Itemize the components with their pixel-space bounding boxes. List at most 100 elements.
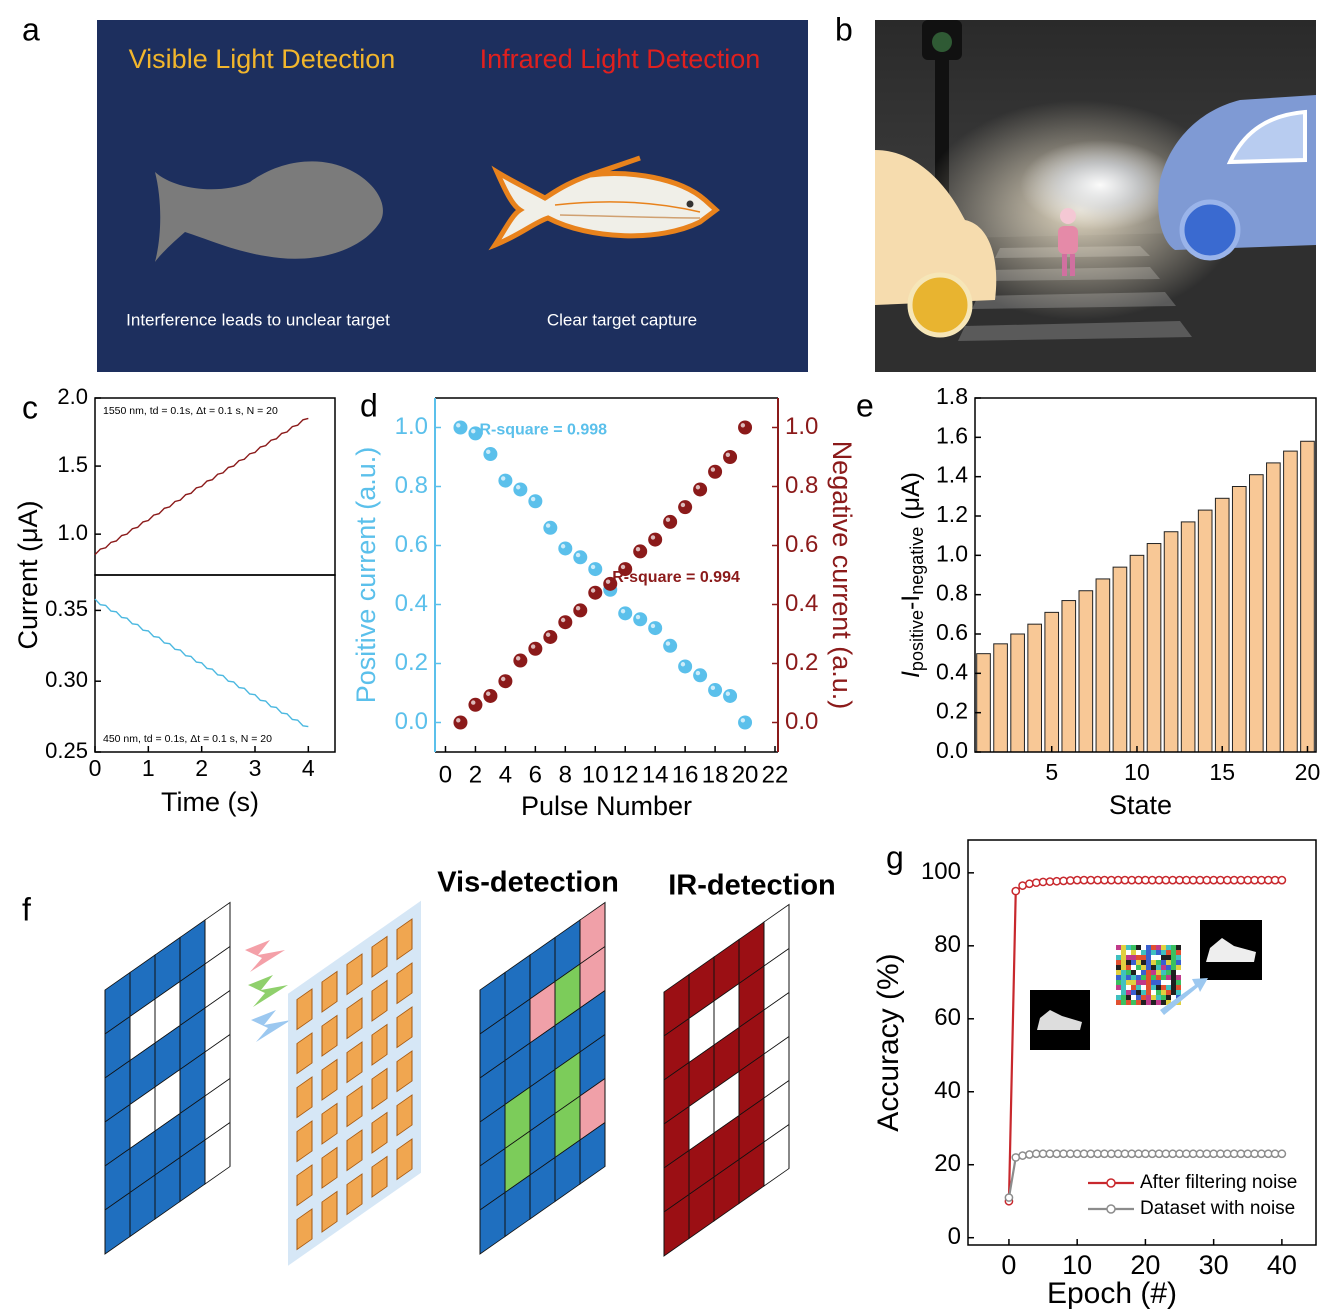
point-highlight (591, 588, 595, 592)
noise-pixel (1141, 995, 1146, 1000)
noise-pixel (1151, 980, 1156, 985)
point-highlight (621, 609, 625, 613)
y-tick-label: 0 (948, 1223, 961, 1250)
bar (1250, 475, 1264, 752)
noise-pixel (1116, 985, 1121, 990)
noise-pixel (1166, 945, 1171, 950)
y-tick-label: 0.30 (45, 667, 88, 692)
legend-marker (1107, 1205, 1115, 1213)
noise-pixel (1121, 995, 1126, 1000)
light-bolts (245, 940, 291, 1042)
noise-pixel (1136, 965, 1141, 970)
panel-a-title: Infrared Light Detection (480, 44, 761, 74)
legend-label: Dataset with noise (1140, 1198, 1295, 1219)
noise-pixel (1151, 970, 1156, 975)
point (483, 447, 497, 461)
y-axis-label-part: negative (907, 527, 927, 595)
noise-pixel (1121, 980, 1126, 985)
noise-pixel (1161, 975, 1166, 980)
x-tick-label: 20 (1130, 1250, 1160, 1280)
noise-pixel (1161, 955, 1166, 960)
noise-pixel (1151, 985, 1156, 990)
noise-pixel (1141, 970, 1146, 975)
noise-pixel (1126, 955, 1131, 960)
y-tick-label: 0.6 (936, 619, 968, 645)
point-highlight (636, 547, 640, 551)
noise-pixel (1141, 950, 1146, 955)
bar (1045, 612, 1059, 752)
noise-pixel (1121, 990, 1126, 995)
bar (1028, 624, 1042, 752)
noise-pixel (1171, 980, 1176, 985)
y-axis-label: Positive current (a.u.) (351, 447, 381, 704)
point-highlight (501, 677, 505, 681)
y-tick-label: 0.8 (785, 472, 818, 499)
point (573, 603, 587, 617)
x-tick-label: 12 (612, 761, 639, 788)
noise-pixel (1131, 980, 1136, 985)
noise-pixel (1116, 945, 1121, 950)
point (708, 465, 722, 479)
point-highlight (711, 686, 715, 690)
y-tick-label: 1.0 (785, 413, 818, 440)
point-highlight (456, 718, 460, 722)
noise-pixel (1131, 970, 1136, 975)
noise-pixel (1121, 975, 1126, 980)
child-leg (1062, 254, 1067, 276)
page: { "panel_labels": ["a", "b", "c", "d", "… (0, 0, 1320, 1312)
noise-pixel (1171, 955, 1176, 960)
noise-pixel (1126, 1000, 1131, 1005)
noise-pixel (1156, 975, 1161, 980)
noise-pixel (1176, 980, 1181, 985)
noise-pixel (1176, 990, 1181, 995)
noise-pixel (1151, 960, 1156, 965)
point (678, 500, 692, 514)
point (648, 533, 662, 547)
point (453, 716, 467, 730)
noise-pixel (1131, 960, 1136, 965)
y-tick-label: 1.0 (936, 540, 968, 566)
noise-pixel (1131, 950, 1136, 955)
noise-pixel (1166, 955, 1171, 960)
headlight-glow (1020, 140, 1180, 230)
noise-pixel (1116, 995, 1121, 1000)
point (513, 482, 527, 496)
point (1278, 1150, 1285, 1157)
point-highlight (546, 523, 550, 527)
y-axis-label-part: positive (907, 610, 927, 671)
x-tick-label: 0 (439, 761, 452, 788)
panel-label: f (22, 891, 31, 927)
point (738, 716, 752, 730)
point-highlight (696, 485, 700, 489)
y-axis-label: Current (μA) (13, 500, 43, 649)
bar (1079, 591, 1093, 752)
point-highlight (666, 641, 670, 645)
noise-pixel (1151, 995, 1156, 1000)
y-tick-label: 0.2 (785, 649, 818, 676)
x-axis-label: Epoch (#) (1047, 1277, 1177, 1310)
legend-marker (1107, 1179, 1115, 1187)
noise-pixel (1141, 980, 1146, 985)
point (1012, 1154, 1019, 1161)
x-tick-label: 20 (732, 761, 759, 788)
point (528, 494, 542, 508)
point (483, 689, 497, 703)
noise-pixel (1121, 1000, 1126, 1005)
point (723, 689, 737, 703)
noise-pixel (1136, 945, 1141, 950)
y-axis-label-part: I (897, 671, 925, 678)
noise-pixel (1121, 970, 1126, 975)
noise-pixel (1126, 960, 1131, 965)
point (453, 421, 467, 435)
annotation: R-square = 0.998 (479, 422, 607, 439)
point (588, 562, 602, 576)
x-tick-label: 0 (89, 755, 102, 781)
point (558, 615, 572, 629)
y-tick-label: 0.4 (785, 590, 818, 617)
y-tick-label: 0.6 (395, 531, 428, 558)
noise-pixel (1126, 980, 1131, 985)
y-tick-label: 0.0 (936, 737, 968, 763)
noise-pixel (1141, 960, 1146, 965)
noise-pixel (1166, 995, 1171, 1000)
panel-a-caption: Clear target capture (547, 310, 697, 329)
